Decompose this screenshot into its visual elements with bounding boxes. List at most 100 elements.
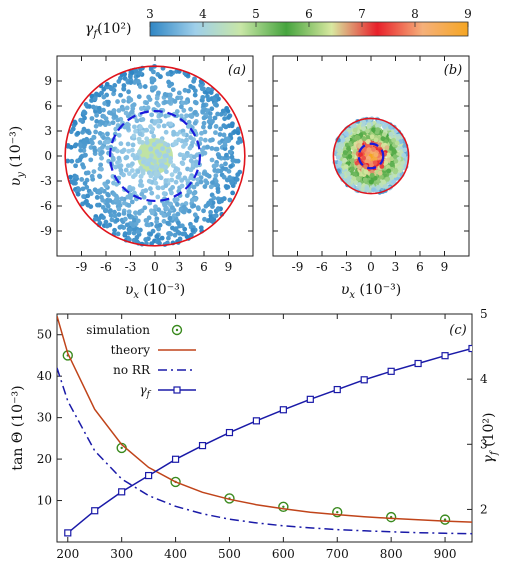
y2-tick-label: 5 <box>480 307 488 321</box>
data-point <box>119 196 125 202</box>
data-point <box>92 148 98 153</box>
series-marker-square <box>118 488 126 496</box>
data-point <box>211 163 217 169</box>
data-point <box>191 184 197 190</box>
series-marker-dot <box>282 505 285 508</box>
data-point <box>196 206 201 212</box>
data-point <box>149 210 155 216</box>
data-point <box>89 173 95 179</box>
data-point <box>96 105 102 111</box>
x-tick-label: -3 <box>341 260 353 274</box>
colorbar-tick-label: 8 <box>411 7 419 21</box>
data-point <box>97 131 103 136</box>
data-point <box>144 140 150 145</box>
data-point <box>402 147 408 153</box>
data-point <box>152 159 157 164</box>
data-point <box>99 194 104 200</box>
data-point <box>81 144 87 150</box>
data-point <box>368 162 374 168</box>
dashed-circle <box>108 109 202 203</box>
data-point <box>161 218 167 224</box>
data-point <box>220 108 226 114</box>
data-point <box>92 216 98 222</box>
y-axis-label: υy (10⁻³) <box>8 126 27 186</box>
data-point <box>105 145 111 151</box>
data-point <box>128 80 134 85</box>
data-point <box>179 113 184 119</box>
data-point <box>111 108 117 113</box>
data-point <box>381 179 387 185</box>
data-point <box>148 173 154 179</box>
data-point <box>132 80 138 85</box>
series-line-theory <box>57 315 472 523</box>
y-tick-label: 30 <box>37 411 52 425</box>
data-point <box>92 96 98 102</box>
data-point <box>199 147 205 153</box>
data-point <box>162 141 168 147</box>
data-point <box>82 180 88 186</box>
data-point <box>157 74 163 79</box>
data-point <box>156 123 162 129</box>
data-point <box>385 152 391 158</box>
data-point <box>85 170 91 176</box>
x-tick-label: 300 <box>110 547 133 561</box>
data-point <box>143 188 149 193</box>
data-point <box>340 137 346 143</box>
legend-label: theory <box>111 343 151 357</box>
data-point <box>68 174 73 180</box>
data-point <box>186 188 192 194</box>
data-point <box>124 105 130 111</box>
series-marker-square <box>198 441 207 450</box>
data-point <box>207 137 213 143</box>
data-point <box>167 92 173 98</box>
data-point <box>149 190 155 196</box>
data-point <box>120 106 126 112</box>
series-marker-square <box>225 428 234 437</box>
data-point <box>181 144 186 149</box>
data-point <box>127 185 133 190</box>
data-point <box>186 119 192 125</box>
legend-marker-dot <box>175 328 179 332</box>
data-point <box>132 217 137 223</box>
data-point <box>96 188 102 194</box>
data-point <box>342 150 348 155</box>
data-point <box>203 203 209 209</box>
y-tick-label: 20 <box>37 452 52 466</box>
data-point <box>222 140 228 146</box>
data-point <box>110 157 116 162</box>
data-point <box>173 179 179 185</box>
data-point <box>130 142 136 148</box>
x-tick-label: 500 <box>218 547 241 561</box>
series-marker-dot <box>120 446 123 450</box>
data-point <box>164 169 169 175</box>
data-point <box>162 158 168 163</box>
data-point <box>346 179 351 185</box>
data-point <box>132 155 138 161</box>
data-point <box>73 174 79 180</box>
data-point <box>113 126 119 132</box>
x-axis-label-text: υx (10⁻³) <box>341 282 401 301</box>
data-point <box>192 212 198 218</box>
data-point <box>224 105 230 111</box>
data-point <box>102 101 108 106</box>
data-point <box>194 163 199 168</box>
series-line-no-RR <box>57 367 472 535</box>
data-point <box>194 181 200 187</box>
x-tick-label: 400 <box>164 547 187 561</box>
data-point <box>156 207 162 213</box>
series-marker-dot <box>443 518 447 521</box>
data-point <box>100 120 106 126</box>
data-point <box>137 139 143 145</box>
data-point <box>193 100 199 106</box>
data-point <box>126 212 132 218</box>
data-point <box>126 171 132 177</box>
data-point <box>127 227 133 233</box>
panel-label: (b) <box>444 63 462 78</box>
data-point <box>208 118 214 124</box>
x-tick-label: -9 <box>76 260 88 274</box>
data-point <box>355 135 361 141</box>
outer-circle <box>332 117 410 195</box>
series-marker-square <box>333 385 341 394</box>
data-point <box>132 190 137 196</box>
data-point <box>142 205 148 211</box>
